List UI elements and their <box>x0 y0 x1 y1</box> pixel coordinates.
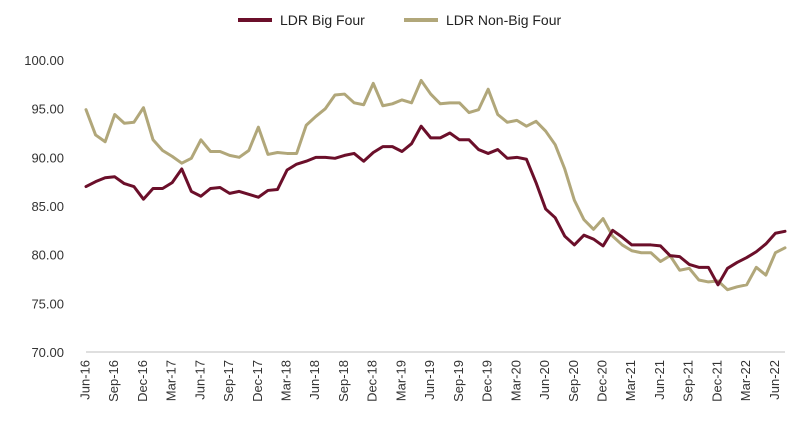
x-tick-label: Mar-17 <box>164 360 179 401</box>
x-tick-label: Dec-17 <box>250 360 265 402</box>
y-tick-label: 90.00 <box>31 150 64 165</box>
legend-label-non-big-four: LDR Non-Big Four <box>446 12 561 28</box>
line-chart: LDR Big Four LDR Non-Big Four 70.00 75.00… <box>0 0 800 425</box>
x-tick-label: Sep-17 <box>221 360 236 402</box>
x-tick-label: Dec-21 <box>709 360 724 402</box>
x-tick-label: Sep-19 <box>451 360 466 402</box>
y-tick-label: 95.00 <box>31 102 64 117</box>
x-tick-label: Jun-20 <box>537 360 552 400</box>
x-tick-label: Jun-17 <box>192 360 207 400</box>
y-tick-label: 80.00 <box>31 248 64 263</box>
x-tick-label: Jun-21 <box>652 360 667 400</box>
x-tick-label: Dec-20 <box>595 360 610 402</box>
x-tick-label: Jun-19 <box>422 360 437 400</box>
series-layer <box>86 80 785 289</box>
x-axis: Jun-16 Sep-16 Dec-16 Mar-17 Jun-17 Sep-17 Dec-… <box>77 360 781 402</box>
x-tick-label: Dec-18 <box>365 360 380 402</box>
x-tick-label: Mar-18 <box>279 360 294 401</box>
legend: LDR Big Four LDR Non-Big Four <box>238 12 561 28</box>
x-tick-label: Jun-22 <box>767 360 782 400</box>
x-tick-label: Dec-16 <box>135 360 150 402</box>
x-tick-label: Mar-20 <box>508 360 523 401</box>
x-tick-label: Sep-20 <box>566 360 581 402</box>
x-tick-label: Sep-18 <box>336 360 351 402</box>
y-tick-label: 70.00 <box>31 345 64 360</box>
y-tick-label: 75.00 <box>31 296 64 311</box>
y-tick-label: 85.00 <box>31 199 64 214</box>
x-tick-label: Mar-21 <box>623 360 638 401</box>
series-line-big-four <box>86 126 785 285</box>
y-tick-label: 100.00 <box>24 53 64 68</box>
x-tick-label: Sep-16 <box>106 360 121 402</box>
y-axis: 70.00 75.00 80.00 85.00 90.00 95.00 100.00 <box>24 53 64 360</box>
x-tick-label: Sep-21 <box>681 360 696 402</box>
x-tick-label: Mar-22 <box>738 360 753 401</box>
x-tick-label: Mar-19 <box>393 360 408 401</box>
x-tick-label: Jun-16 <box>77 360 92 400</box>
x-tick-label: Jun-18 <box>307 360 322 400</box>
x-tick-label: Dec-19 <box>480 360 495 402</box>
legend-label-big-four: LDR Big Four <box>280 12 365 28</box>
